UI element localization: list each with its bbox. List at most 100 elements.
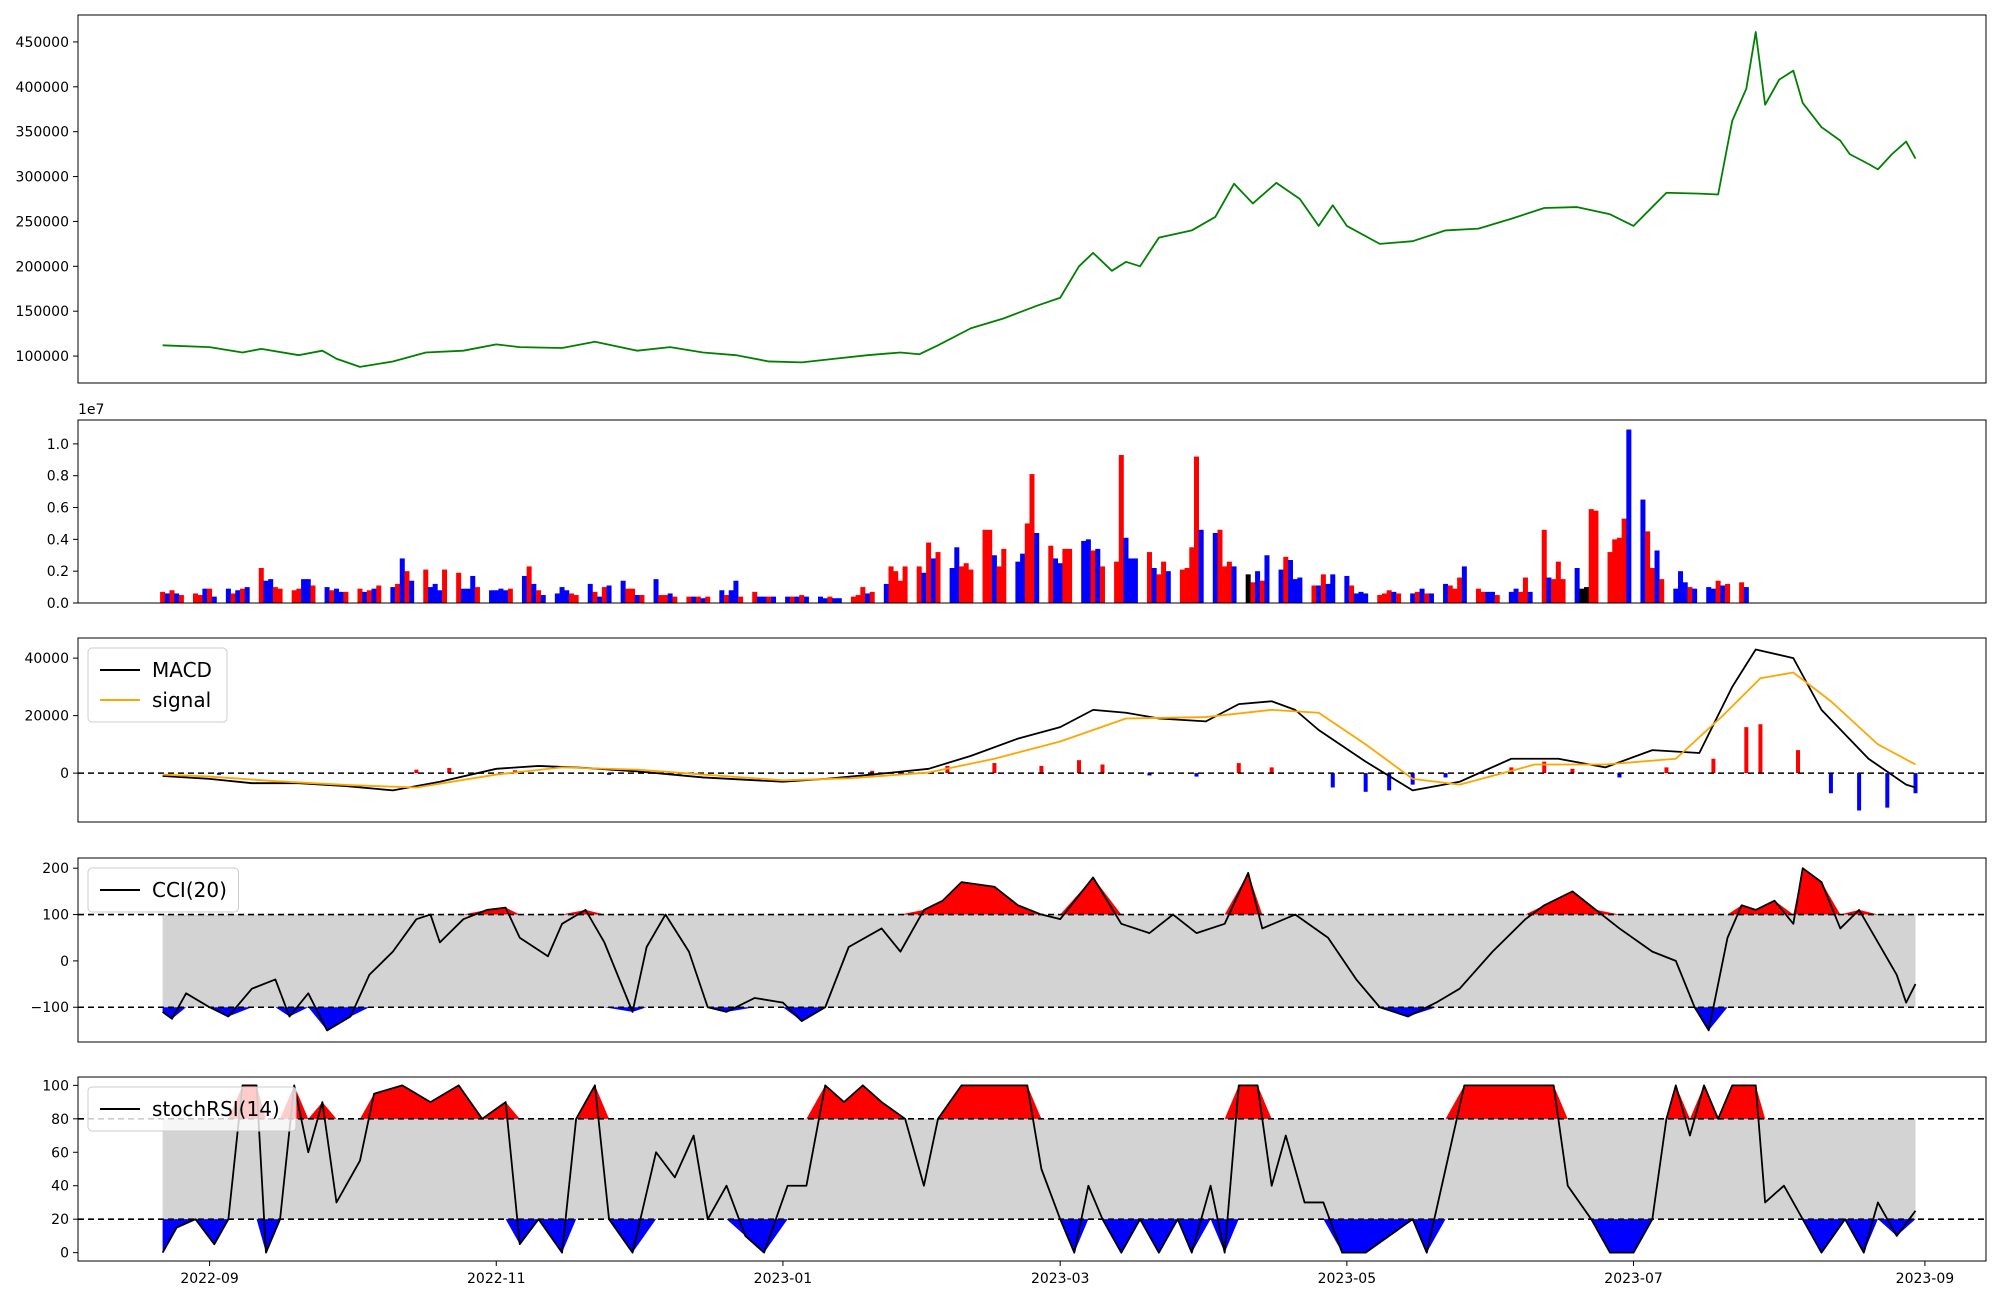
y-tick-label: 60 — [51, 1145, 69, 1161]
volume-bar — [587, 583, 593, 603]
histogram-bar — [992, 763, 997, 774]
y-tick-label: 0 — [60, 954, 69, 970]
volume-bar — [1485, 591, 1491, 603]
volume-bar — [1391, 591, 1397, 603]
volume-bar — [268, 579, 274, 603]
y-tick-label: 20 — [51, 1212, 69, 1228]
volume-bar — [869, 591, 875, 603]
plot-area — [78, 15, 1986, 383]
panel-stochrsi: 0 20 40 60 80 100 2022-09 2022-11 2023-01 2023-03… — [42, 1076, 1987, 1287]
plot-content — [160, 429, 1749, 603]
histogram-bar — [1039, 765, 1044, 774]
volume-bar — [235, 590, 241, 603]
volume-bar — [1645, 531, 1651, 603]
volume-bar — [536, 590, 542, 603]
volume-bar — [1692, 588, 1698, 603]
volume-bar — [822, 598, 828, 603]
volume-bar — [963, 563, 969, 603]
volume-bar — [498, 588, 504, 603]
volume-bar — [174, 593, 180, 603]
volume-bar — [1687, 587, 1693, 603]
volume-bar — [1193, 456, 1199, 603]
volume-bar — [761, 596, 767, 603]
volume-bar — [1184, 567, 1190, 603]
volume-bar — [1034, 532, 1040, 603]
volume-bar — [489, 590, 495, 603]
histogram-bar — [1744, 727, 1749, 774]
volume-bar — [1156, 574, 1162, 603]
y-tick-label: 100 — [42, 908, 69, 924]
volume-bar — [1607, 552, 1613, 603]
volume-bar — [897, 580, 903, 603]
volume-bar — [1067, 548, 1073, 603]
volume-bar — [178, 595, 184, 603]
y-tick-label: 400000 — [16, 80, 69, 96]
volume-bar — [1555, 561, 1561, 603]
neutral-band — [162, 1118, 1916, 1220]
volume-bar — [639, 595, 645, 603]
volume-bar — [1001, 548, 1007, 603]
series-line-price — [162, 31, 1917, 368]
volume-bar — [225, 588, 231, 603]
x-tick-label: 2023-07 — [1604, 1271, 1663, 1287]
volume-bar — [1419, 588, 1425, 603]
volume-bar — [324, 587, 330, 603]
y-tick-label: 150000 — [16, 304, 69, 320]
volume-bar — [799, 595, 805, 603]
volume-bar — [1029, 474, 1035, 603]
volume-bar — [207, 588, 213, 603]
volume-bar — [1090, 550, 1096, 603]
x-tick-label: 2023-01 — [754, 1271, 813, 1287]
volume-bar — [1673, 588, 1679, 603]
volume-bar — [1640, 499, 1646, 603]
volume-bar — [437, 590, 443, 603]
histogram-bar — [447, 767, 452, 774]
volume-bar — [442, 569, 448, 603]
volume-bar — [1081, 540, 1087, 603]
volume-bar — [691, 596, 697, 603]
y-tick-label: 40 — [51, 1179, 69, 1195]
volume-bar — [338, 591, 344, 603]
x-tick-label: 2023-03 — [1031, 1271, 1090, 1287]
volume-bar — [1551, 579, 1557, 603]
volume-bar — [1330, 574, 1336, 603]
volume-bar — [601, 587, 607, 603]
volume-bar — [794, 596, 800, 603]
volume-bar — [860, 587, 866, 603]
volume-bar — [427, 587, 433, 603]
volume-bar — [832, 598, 838, 603]
series-line-stochrsi-14 — [161, 1084, 1917, 1254]
volume-bar — [310, 585, 316, 603]
volume-bar — [1123, 537, 1129, 603]
volume-bar — [625, 588, 631, 603]
volume-bar — [1212, 532, 1218, 603]
volume-bar — [606, 585, 612, 603]
volume-bar — [1250, 582, 1256, 603]
volume-bar — [371, 588, 377, 603]
histogram-bar — [1236, 763, 1241, 774]
volume-bar — [1165, 571, 1171, 603]
histogram-bar — [945, 765, 950, 774]
volume-bar — [277, 588, 283, 603]
volume-bar — [1316, 585, 1322, 603]
y-tick-label: 40000 — [24, 651, 69, 667]
volume-bar — [568, 593, 574, 603]
panel-price: 100000 150000 200000 250000 300000 350000 4000… — [16, 14, 1987, 384]
volume-bar — [592, 591, 598, 603]
volume-bar — [291, 590, 297, 603]
volume-bar — [1541, 529, 1547, 603]
volume-bar — [1344, 575, 1350, 603]
axes-frame — [77, 419, 1987, 604]
volume-bar — [399, 558, 405, 603]
volume-bar — [1095, 548, 1101, 603]
volume-bar — [1579, 588, 1585, 603]
series-line-macd — [162, 648, 1916, 792]
volume-bar — [1593, 510, 1599, 603]
legend: stochRSI(14) — [87, 1086, 297, 1132]
volume-bar — [1114, 561, 1120, 603]
volume-bar — [1363, 593, 1369, 603]
legend-label: stochRSI(14) — [152, 1097, 280, 1121]
volume-bar — [1513, 588, 1519, 603]
volume-bar — [1020, 553, 1026, 603]
volume-bar — [959, 566, 965, 603]
